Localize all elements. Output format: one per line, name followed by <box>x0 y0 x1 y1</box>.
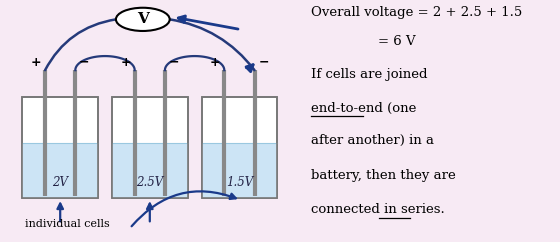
FancyArrowPatch shape <box>132 191 236 226</box>
Text: individual cells: individual cells <box>25 219 110 229</box>
Bar <box>202 97 277 198</box>
Text: V: V <box>137 12 149 26</box>
Text: connected in series.: connected in series. <box>311 203 445 216</box>
Bar <box>112 143 188 198</box>
Bar <box>112 97 188 198</box>
Text: = 6 V: = 6 V <box>378 35 416 48</box>
Text: −: − <box>258 56 269 69</box>
FancyArrowPatch shape <box>58 204 63 221</box>
Text: end-to-end (one: end-to-end (one <box>311 102 416 115</box>
FancyArrowPatch shape <box>45 19 116 70</box>
Bar <box>22 97 98 198</box>
FancyArrowPatch shape <box>170 19 254 70</box>
FancyArrowPatch shape <box>246 65 253 72</box>
Text: −: − <box>169 56 179 69</box>
FancyArrowPatch shape <box>147 204 152 221</box>
Bar <box>202 143 277 198</box>
Text: 2.5V: 2.5V <box>136 176 164 189</box>
Text: 1.5V: 1.5V <box>226 176 253 189</box>
Text: If cells are joined: If cells are joined <box>311 68 427 81</box>
Text: +: + <box>31 56 41 69</box>
Text: battery, then they are: battery, then they are <box>311 169 455 182</box>
Bar <box>22 143 98 198</box>
Text: after another) in a: after another) in a <box>311 134 434 147</box>
Text: Overall voltage = 2 + 2.5 + 1.5: Overall voltage = 2 + 2.5 + 1.5 <box>311 6 522 19</box>
Circle shape <box>116 8 170 31</box>
Bar <box>202 97 277 198</box>
FancyArrowPatch shape <box>178 16 238 29</box>
Text: −: − <box>79 56 90 69</box>
Text: +: + <box>120 56 131 69</box>
Text: +: + <box>210 56 221 69</box>
Bar <box>112 97 188 198</box>
Text: 2V: 2V <box>52 176 68 189</box>
Bar <box>22 97 98 198</box>
